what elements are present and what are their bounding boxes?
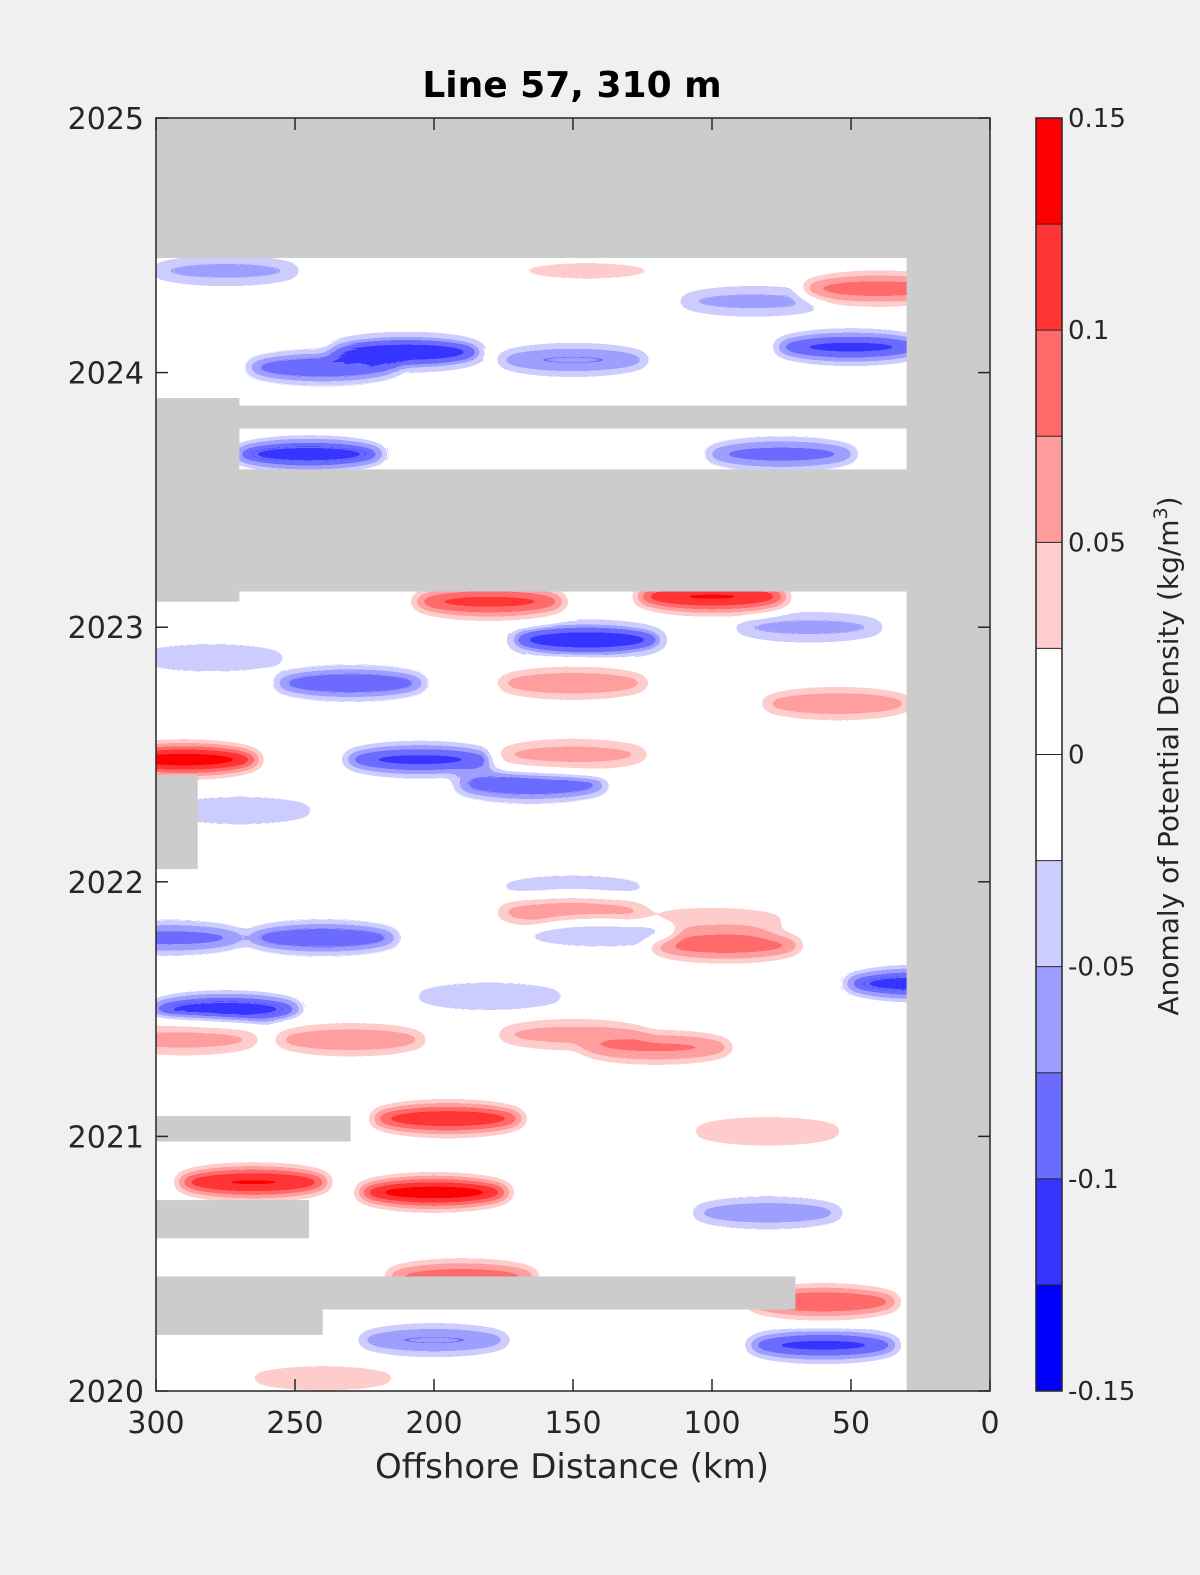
colorbar: -0.15 -0.1 -0.05 0 0.05 0.1 0.15 xyxy=(1035,104,1135,1407)
anomaly-blob xyxy=(411,982,568,1011)
anomaly-blob xyxy=(689,1198,846,1227)
colorbar-swatch xyxy=(1036,860,1062,967)
y-tick-label: 2020 xyxy=(68,1375,144,1410)
y-tick-label: 2023 xyxy=(68,611,144,646)
colorbar-label-main: Anomaly of Potential Density (kg/m xyxy=(1152,519,1185,1015)
x-tick-label: 300 xyxy=(127,1406,184,1441)
colorbar-swatch xyxy=(1036,436,1062,543)
anomaly-blob xyxy=(759,689,915,718)
colorbar-swatch xyxy=(1036,754,1062,861)
colorbar-tick-label: -0.15 xyxy=(1068,1377,1135,1407)
colorbar-tick-label: -0.1 xyxy=(1068,1165,1119,1195)
colorbar-tick-label: -0.05 xyxy=(1068,953,1135,983)
y-tick-label: 2021 xyxy=(68,1120,144,1155)
anomaly-blob xyxy=(453,771,610,800)
missing-data-region xyxy=(156,398,240,602)
missing-data-region xyxy=(156,405,990,429)
anomaly-blob xyxy=(356,1178,512,1207)
anomaly-blob xyxy=(370,1104,526,1133)
anomaly-blob xyxy=(342,745,498,774)
anomaly-blob xyxy=(745,1331,901,1360)
y-tick-label: 2025 xyxy=(68,102,144,137)
anomaly-blob xyxy=(244,353,401,382)
anomaly-blob xyxy=(272,1025,429,1054)
anomaly-blob xyxy=(156,1025,262,1054)
anomaly-blob xyxy=(231,440,387,469)
anomaly-blob xyxy=(703,440,860,469)
x-tick-label: 100 xyxy=(683,1406,740,1441)
missing-data-region xyxy=(156,1394,990,1404)
missing-data-region xyxy=(906,118,990,1391)
anomaly-blob xyxy=(495,345,651,374)
x-tick-label: 150 xyxy=(544,1406,601,1441)
colorbar-tick-label: 0.15 xyxy=(1068,104,1126,134)
anomaly-blob xyxy=(411,587,568,616)
x-axis-label: Offshore Distance (km) xyxy=(375,1447,769,1487)
anomaly-blob xyxy=(156,923,248,952)
colorbar-swatch xyxy=(1036,1284,1062,1391)
chart-title: Line 57, 310 m xyxy=(422,65,721,106)
anomaly-blob xyxy=(495,669,651,698)
plot-area xyxy=(156,118,990,1404)
anomaly-blob xyxy=(244,923,401,952)
y-tick-label: 2022 xyxy=(68,866,144,901)
anomaly-blob xyxy=(675,287,832,316)
colorbar-tick-label: 0.1 xyxy=(1068,316,1109,346)
colorbar-label-suffix: ) xyxy=(1152,496,1185,507)
anomaly-blob xyxy=(272,669,429,698)
colorbar-tick-label: 0 xyxy=(1068,741,1085,771)
x-tick-label: 200 xyxy=(405,1406,462,1441)
anomaly-blob xyxy=(495,740,651,769)
colorbar-swatch xyxy=(1036,648,1062,755)
anomaly-blob xyxy=(773,333,929,362)
anomaly-blob xyxy=(156,643,290,672)
y-tick-label: 2024 xyxy=(68,357,144,392)
anomaly-blob xyxy=(689,1117,846,1146)
anomaly-blob xyxy=(356,1326,512,1355)
missing-data-region xyxy=(156,1276,796,1310)
anomaly-blob xyxy=(175,1168,332,1197)
anomaly-blob xyxy=(509,256,665,285)
colorbar-swatch xyxy=(1036,330,1062,437)
anomaly-blob xyxy=(495,872,651,901)
anomaly-blob xyxy=(509,625,665,654)
missing-data-region xyxy=(156,469,990,592)
missing-data-region xyxy=(156,1116,351,1142)
anomaly-blob xyxy=(648,931,804,960)
anomaly-blob xyxy=(634,906,790,934)
x-tick-label: 250 xyxy=(266,1406,323,1441)
colorbar-border xyxy=(1035,117,1063,1392)
anomaly-blob xyxy=(731,613,888,642)
anomaly-blob xyxy=(156,745,262,774)
missing-data-region xyxy=(156,1200,309,1239)
colorbar-tick-label: 0.05 xyxy=(1068,528,1126,558)
anomaly-blob xyxy=(523,918,679,947)
missing-data-region xyxy=(156,118,990,259)
anomaly-blob xyxy=(156,995,304,1024)
colorbar-label-superscript: 3 xyxy=(1150,507,1172,519)
x-tick-label: 50 xyxy=(832,1406,870,1441)
anomaly-blob xyxy=(156,256,304,285)
axes: 300 250 200 150 100 50 0 2020 2021 2022 2023 2024 20… xyxy=(68,102,1000,1441)
x-tick-label: 0 xyxy=(980,1406,999,1441)
colorbar-label: Anomaly of Potential Density (kg/m3) xyxy=(1150,496,1185,1015)
anomaly-blob xyxy=(161,796,318,825)
missing-data-region xyxy=(156,1309,323,1335)
anomaly-blob xyxy=(245,1364,401,1391)
colorbar-swatch xyxy=(1036,1072,1062,1179)
colorbar-swatch xyxy=(1036,118,1062,225)
missing-data-region xyxy=(156,774,198,870)
anomaly-blob xyxy=(578,1033,735,1062)
colorbar-swatch xyxy=(1036,224,1062,331)
colorbar-swatch xyxy=(1036,1178,1062,1285)
colorbar-swatch xyxy=(1036,542,1062,649)
colorbar-swatch xyxy=(1036,966,1062,1073)
